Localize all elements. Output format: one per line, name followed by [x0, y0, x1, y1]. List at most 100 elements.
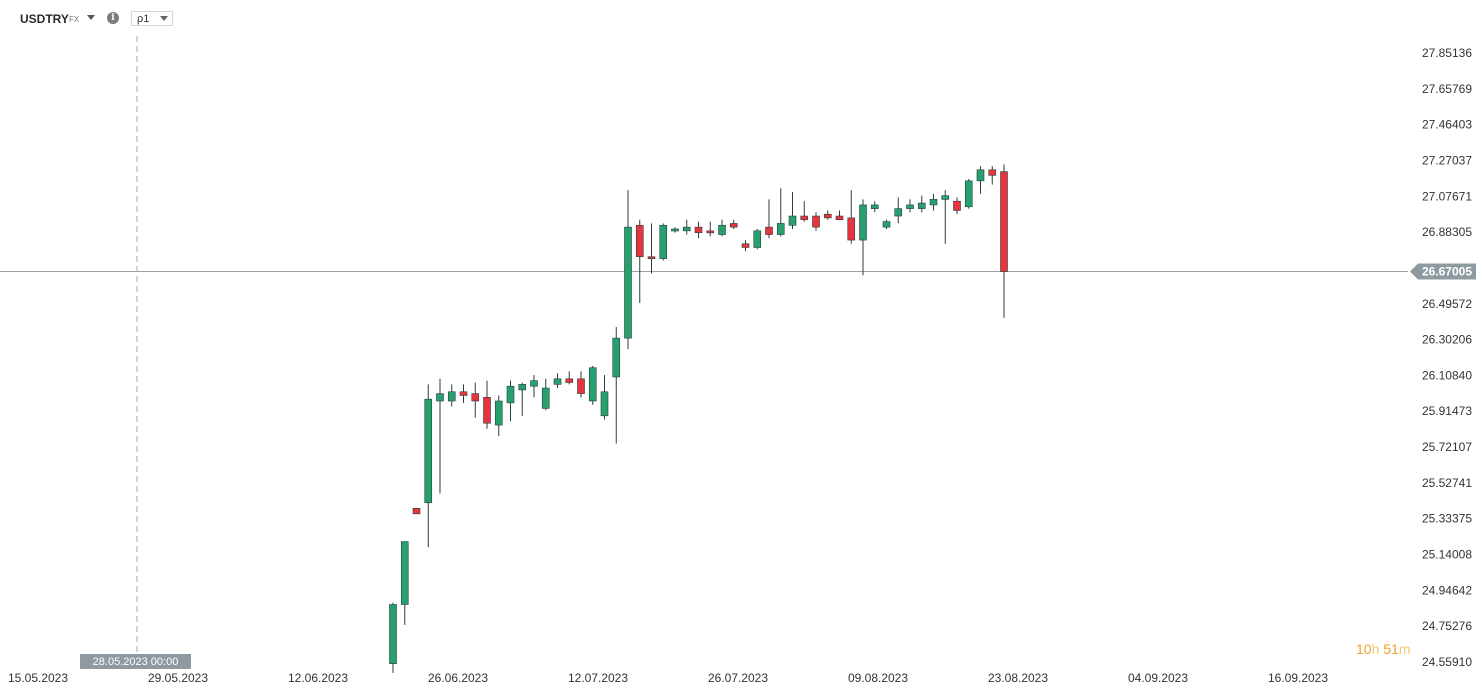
candle-body-up	[964, 180, 973, 208]
price-axis[interactable]: 27.85136 27.65769 27.46403 27.27037 27.07671…	[1422, 46, 1472, 669]
candle-body-up	[624, 226, 632, 339]
candle[interactable]	[741, 240, 750, 252]
symbol-name[interactable]: USDTRY	[20, 12, 69, 26]
candle-body-up	[682, 226, 691, 232]
candle-body-up	[389, 604, 397, 664]
candle-body-down	[647, 256, 656, 260]
candle[interactable]	[565, 371, 574, 385]
candle[interactable]	[729, 219, 738, 229]
candle[interactable]	[988, 166, 997, 185]
candle[interactable]	[671, 227, 679, 233]
candle-body-down	[741, 243, 750, 248]
candle[interactable]	[1000, 164, 1008, 318]
y-tick-label: 25.14008	[1422, 548, 1472, 562]
candle[interactable]	[941, 190, 950, 244]
candle[interactable]	[553, 373, 562, 389]
candle-body-down	[694, 226, 703, 233]
candle[interactable]	[870, 201, 879, 213]
candle-body-up	[776, 223, 785, 235]
candle[interactable]	[765, 199, 773, 239]
candle-body-down	[565, 378, 574, 383]
candles	[389, 164, 1008, 673]
candle[interactable]	[753, 228, 762, 250]
symbol-dropdown-caret-icon[interactable]	[87, 15, 95, 20]
candle[interactable]	[624, 190, 632, 350]
candle[interactable]	[635, 219, 644, 303]
candle[interactable]	[459, 384, 468, 403]
candle[interactable]	[471, 382, 480, 418]
time-axis[interactable]: 15.05.2023 29.05.2023 12.06.2023 26.06.2023…	[8, 671, 1328, 685]
candle-body-up	[530, 380, 538, 387]
candle[interactable]	[976, 166, 985, 194]
candle[interactable]	[518, 382, 527, 416]
candle[interactable]	[506, 380, 515, 422]
candle[interactable]	[577, 371, 585, 398]
candle-body-down	[812, 215, 820, 228]
candle[interactable]	[494, 395, 503, 437]
candle-body-down	[729, 223, 738, 228]
candle[interactable]	[541, 378, 550, 411]
candle[interactable]	[788, 191, 797, 229]
candle[interactable]	[964, 179, 973, 209]
y-tick-label: 26.30206	[1422, 333, 1472, 347]
info-icon[interactable]: i	[107, 12, 119, 24]
candle-body-up	[929, 199, 938, 206]
candle-body-up	[941, 195, 950, 200]
candle[interactable]	[953, 197, 961, 215]
candle-body-down	[823, 213, 832, 219]
countdown-hours-unit: h	[1371, 641, 1380, 657]
candle[interactable]	[447, 384, 456, 407]
y-tick-label: 25.52741	[1422, 476, 1472, 490]
candle[interactable]	[694, 221, 703, 239]
candle[interactable]	[530, 375, 538, 398]
candle-body-up	[870, 204, 879, 209]
candle-body-up	[447, 391, 456, 402]
candle[interactable]	[412, 508, 421, 515]
candle[interactable]	[389, 602, 397, 673]
x-tick-label: 26.06.2023	[428, 671, 488, 685]
candle-body-down	[706, 230, 715, 234]
candle-body-down	[1000, 171, 1008, 272]
interval-label: ρ1	[137, 13, 150, 25]
candle[interactable]	[682, 219, 691, 235]
y-tick-label: 25.91473	[1422, 404, 1472, 418]
candle[interactable]	[812, 212, 820, 231]
candle[interactable]	[483, 380, 491, 429]
candle[interactable]	[859, 199, 867, 276]
price-tag-background	[1410, 263, 1476, 280]
candle[interactable]	[882, 219, 891, 229]
candle[interactable]	[436, 378, 444, 494]
candle[interactable]	[718, 219, 726, 237]
candle-body-up	[976, 169, 985, 182]
countdown-hours: 10	[1356, 641, 1372, 657]
y-tick-label: 26.10840	[1422, 368, 1472, 382]
candle[interactable]	[600, 375, 609, 420]
candle[interactable]	[612, 327, 621, 444]
candle[interactable]	[917, 195, 926, 213]
interval-select[interactable]: ρ1	[131, 11, 173, 26]
candle[interactable]	[424, 384, 433, 548]
crosshair-date-label: 28.05.2023 00:00	[93, 656, 179, 668]
candle-body-down	[412, 508, 421, 515]
candle[interactable]	[588, 365, 597, 405]
candle-body-up	[859, 204, 867, 241]
candle[interactable]	[847, 190, 856, 244]
candle[interactable]	[929, 193, 938, 211]
candle[interactable]	[706, 221, 715, 237]
candle[interactable]	[906, 199, 914, 213]
candle[interactable]	[800, 201, 809, 222]
candle[interactable]	[835, 210, 844, 221]
y-tick-label: 27.27037	[1422, 153, 1472, 167]
candle[interactable]	[776, 188, 785, 237]
candle[interactable]	[659, 223, 668, 261]
candle-body-down	[459, 391, 468, 396]
candle-body-down	[953, 200, 961, 211]
candle[interactable]	[647, 223, 656, 274]
candle[interactable]	[894, 197, 903, 224]
candle[interactable]	[823, 210, 832, 220]
symbol-type-label: FX	[69, 15, 80, 24]
countdown-minutes: 51	[1383, 641, 1399, 657]
y-tick-label: 25.72107	[1422, 440, 1472, 454]
candle[interactable]	[400, 541, 409, 625]
